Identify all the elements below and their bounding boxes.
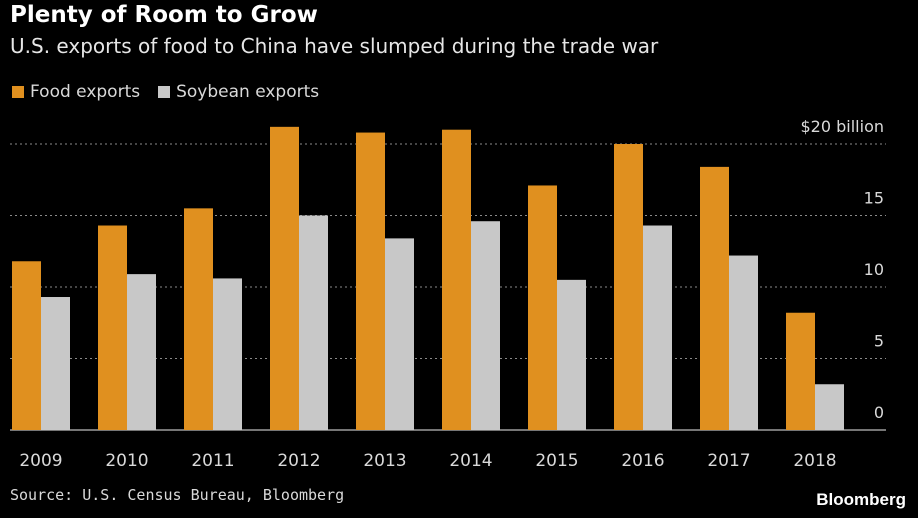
bar-food-exports [786,312,815,430]
bar-food-exports [356,132,385,430]
x-tick-label: 2016 [621,451,664,471]
bar-soybean-exports [385,238,414,430]
x-tick-label: 2018 [793,451,836,471]
bar-soybean-exports [557,279,586,430]
legend-swatch-food [12,86,24,98]
bar-food-exports [270,126,299,430]
bar-soybean-exports [41,297,70,430]
x-tick-label: 2010 [105,451,148,471]
bar-food-exports [184,208,213,430]
bar-food-exports [700,166,729,430]
legend: Food exports Soybean exports [12,82,337,102]
legend-item-soybean: Soybean exports [158,82,319,102]
bar-food-exports [98,225,127,430]
bar-soybean-exports [299,215,328,430]
label-layer: 0 5 10 15 $20 billion 2009 2010 2011 2012 2013 201… [19,117,884,471]
legend-label-soybean: Soybean exports [176,82,320,102]
legend-item-food: Food exports [12,82,140,102]
bar-soybean-exports [127,274,156,430]
bar-food-exports [528,185,557,430]
x-tick-label: 2012 [277,451,320,471]
y-tick-label: $20 billion [801,117,885,136]
x-tick-label: 2017 [707,451,750,471]
bar-food-exports [614,144,643,430]
x-tick-label: 2013 [363,451,406,471]
bar-soybean-exports [471,221,500,430]
chart-title: Plenty of Room to Grow [10,2,318,28]
bar-layer [12,126,844,430]
x-tick-label: 2014 [449,451,492,471]
legend-swatch-soybean [158,86,171,98]
bar-food-exports [12,261,41,430]
x-tick-label: 2011 [191,451,234,471]
bloomberg-logo: Bloomberg [816,490,906,509]
y-tick-label: 0 [874,403,884,422]
bar-soybean-exports [729,255,758,430]
source-note: Source: U.S. Census Bureau, Bloomberg [10,486,345,504]
x-tick-label: 2015 [535,451,578,471]
legend-label-food: Food exports [30,82,141,102]
y-tick-label: 5 [874,332,884,351]
bar-food-exports [442,129,471,430]
bar-soybean-exports [213,278,242,430]
chart-subtitle: U.S. exports of food to China have slump… [10,34,659,58]
x-tick-label: 2009 [19,451,62,471]
y-tick-label: 10 [864,260,884,279]
y-tick-label: 15 [864,189,884,208]
bar-soybean-exports [643,225,672,430]
bar-soybean-exports [815,384,844,430]
